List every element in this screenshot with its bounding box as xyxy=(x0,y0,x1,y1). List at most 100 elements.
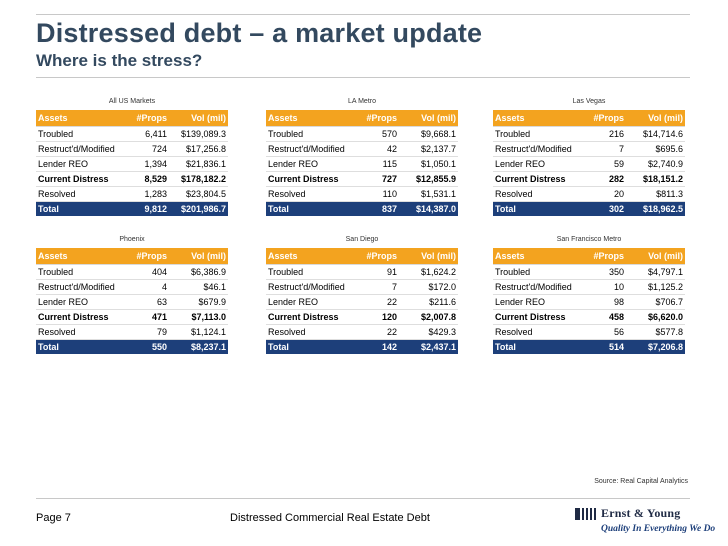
column-header-assets: Assets xyxy=(493,110,579,127)
cell-vol: $2,437.1 xyxy=(399,339,458,354)
table-row: Current Distress 8,529 $178,182.2 xyxy=(36,171,228,187)
table-row: Restruct'd/Modified 7 $172.0 xyxy=(266,279,458,295)
cell-label: Troubled xyxy=(36,126,122,142)
cell-vol: $46.1 xyxy=(169,279,228,295)
table-caption: LA Metro xyxy=(347,98,376,105)
cell-label: Lender REO xyxy=(36,294,122,310)
distress-table: Assets #Props Vol (mil) Troubled 91 $1,624.2 R… xyxy=(266,248,458,354)
cell-label: Troubled xyxy=(493,264,579,280)
cell-props: 59 xyxy=(579,156,626,172)
table-row: Lender REO 1,394 $21,836.1 xyxy=(36,156,228,172)
cell-label: Resolved xyxy=(493,324,579,340)
table-row: Restruct'd/Modified 10 $1,125.2 xyxy=(493,279,685,295)
cell-label: Restruct'd/Modified xyxy=(493,141,579,157)
cell-props: 22 xyxy=(352,294,399,310)
cell-label: Resolved xyxy=(493,186,579,202)
cell-props: 56 xyxy=(579,324,626,340)
ey-mark-icon xyxy=(575,508,596,520)
cell-props: 91 xyxy=(352,264,399,280)
cell-vol: $1,124.1 xyxy=(169,324,228,340)
cell-props: 6,411 xyxy=(122,126,169,142)
cell-props: 514 xyxy=(579,339,626,354)
table-caption: Las Vegas xyxy=(572,98,606,105)
cell-vol: $7,113.0 xyxy=(169,309,228,325)
table-header-row: Assets #Props Vol (mil) xyxy=(493,248,685,265)
table-total-row: Total 550 $8,237.1 xyxy=(36,339,228,354)
cell-vol: $811.3 xyxy=(626,186,685,202)
column-header-props: #Props xyxy=(352,248,399,265)
column-header-vol: Vol (mil) xyxy=(169,248,228,265)
cell-vol: $2,137.7 xyxy=(399,141,458,157)
column-header-vol: Vol (mil) xyxy=(399,110,458,127)
cell-label: Resolved xyxy=(36,324,122,340)
cell-vol: $695.6 xyxy=(626,141,685,157)
column-header-props: #Props xyxy=(579,110,626,127)
cell-label: Total xyxy=(493,201,579,216)
cell-vol: $2,007.8 xyxy=(399,309,458,325)
cell-vol: $12,855.9 xyxy=(399,171,458,187)
cell-vol: $4,797.1 xyxy=(626,264,685,280)
cell-props: 7 xyxy=(352,279,399,295)
cell-vol: $706.7 xyxy=(626,294,685,310)
cell-vol: $6,386.9 xyxy=(169,264,228,280)
footer-rule xyxy=(36,498,690,499)
source-note: Source: Real Capital Analytics xyxy=(594,478,688,485)
cell-label: Resolved xyxy=(266,186,352,202)
cell-vol: $7,206.8 xyxy=(626,339,685,354)
table-row: Troubled 6,411 $139,089.3 xyxy=(36,126,228,142)
cell-vol: $8,237.1 xyxy=(169,339,228,354)
cell-vol: $577.8 xyxy=(626,324,685,340)
cell-props: 79 xyxy=(122,324,169,340)
cell-vol: $1,624.2 xyxy=(399,264,458,280)
cell-vol: $1,125.2 xyxy=(626,279,685,295)
table-row: Troubled 404 $6,386.9 xyxy=(36,264,228,280)
cell-label: Total xyxy=(36,339,122,354)
column-header-assets: Assets xyxy=(36,248,122,265)
cell-vol: $2,740.9 xyxy=(626,156,685,172)
table-header-row: Assets #Props Vol (mil) xyxy=(266,110,458,127)
table-header-row: Assets #Props Vol (mil) xyxy=(266,248,458,265)
market-table-block: Las Vegas Assets #Props Vol (mil) Troubled 21… xyxy=(493,96,685,216)
cell-props: 110 xyxy=(352,186,399,202)
cell-label: Lender REO xyxy=(266,294,352,310)
column-header-vol: Vol (mil) xyxy=(626,248,685,265)
cell-label: Restruct'd/Modified xyxy=(493,279,579,295)
cell-vol: $1,050.1 xyxy=(399,156,458,172)
footer-title: Distressed Commercial Real Estate Debt xyxy=(230,512,430,524)
cell-label: Restruct'd/Modified xyxy=(36,141,122,157)
cell-props: 4 xyxy=(122,279,169,295)
table-row: Resolved 110 $1,531.1 xyxy=(266,186,458,202)
cell-props: 282 xyxy=(579,171,626,187)
distress-table: Assets #Props Vol (mil) Troubled 350 $4,797.1… xyxy=(493,248,685,354)
table-row: Lender REO 22 $211.6 xyxy=(266,294,458,310)
cell-label: Troubled xyxy=(266,126,352,142)
cell-props: 404 xyxy=(122,264,169,280)
cell-label: Resolved xyxy=(266,324,352,340)
cell-props: 724 xyxy=(122,141,169,157)
cell-vol: $178,182.2 xyxy=(169,171,228,187)
cell-label: Lender REO xyxy=(266,156,352,172)
table-row: Restruct'd/Modified 7 $695.6 xyxy=(493,141,685,157)
table-total-row: Total 9,812 $201,986.7 xyxy=(36,201,228,216)
table-caption: Phoenix xyxy=(119,236,145,243)
distress-table: Assets #Props Vol (mil) Troubled 404 $6,386.9… xyxy=(36,248,228,354)
table-row: Resolved 79 $1,124.1 xyxy=(36,324,228,340)
table-row: Restruct'd/Modified 4 $46.1 xyxy=(36,279,228,295)
cell-label: Total xyxy=(493,339,579,354)
table-row: Lender REO 115 $1,050.1 xyxy=(266,156,458,172)
cell-label: Current Distress xyxy=(36,309,122,325)
cell-props: 22 xyxy=(352,324,399,340)
ernst-young-logo: Ernst & Young Quality In Everything We D… xyxy=(575,505,715,541)
cell-props: 142 xyxy=(352,339,399,354)
column-header-assets: Assets xyxy=(36,110,122,127)
cell-label: Restruct'd/Modified xyxy=(36,279,122,295)
page-number: Page 7 xyxy=(36,512,71,524)
title-rule xyxy=(36,77,690,78)
table-row: Current Distress 471 $7,113.0 xyxy=(36,309,228,325)
cell-props: 63 xyxy=(122,294,169,310)
column-header-assets: Assets xyxy=(493,248,579,265)
table-row: Resolved 56 $577.8 xyxy=(493,324,685,340)
column-header-assets: Assets xyxy=(266,248,352,265)
table-row: Restruct'd/Modified 724 $17,256.8 xyxy=(36,141,228,157)
cell-vol: $21,836.1 xyxy=(169,156,228,172)
